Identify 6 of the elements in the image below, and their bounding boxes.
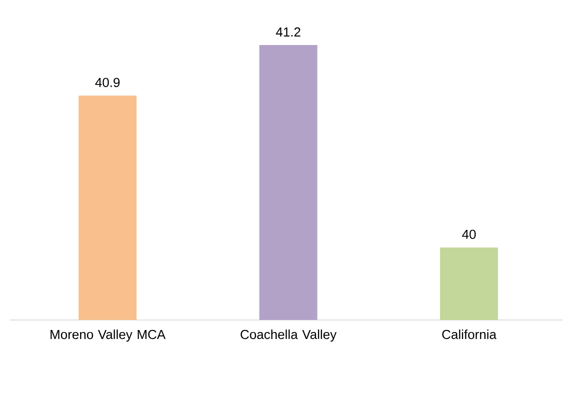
data-label: 40.9 — [95, 78, 120, 88]
data-label: 41.2 — [276, 27, 300, 36]
x-tick-label: California — [442, 330, 496, 340]
x-tick-label: Coachella Valley — [240, 330, 337, 342]
x-tick-label: Moreno Valley MCA — [50, 330, 166, 342]
data-label: 40 — [462, 230, 476, 239]
